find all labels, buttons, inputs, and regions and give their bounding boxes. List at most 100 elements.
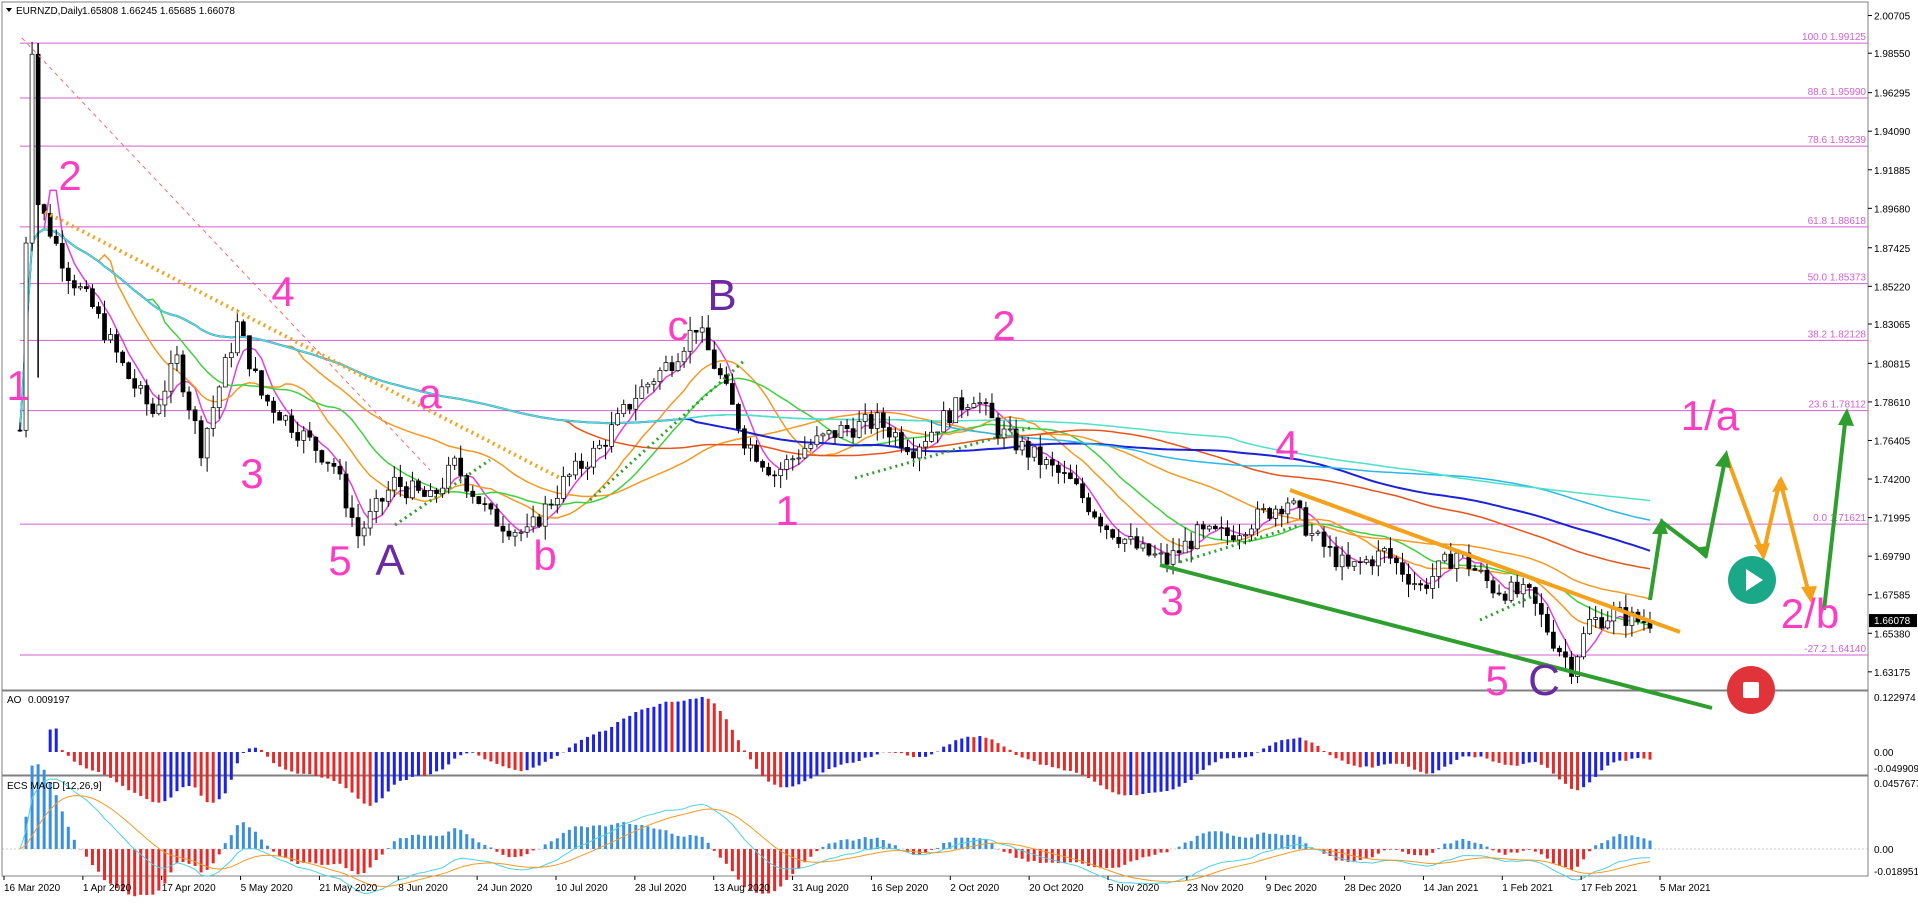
candle: [1225, 520, 1230, 546]
candle-body: [222, 357, 228, 388]
candle: [422, 486, 427, 497]
candle: [1339, 546, 1345, 581]
trend-dotted-green-3: [854, 426, 1031, 480]
candle-body: [367, 511, 373, 529]
wave-label-c: c: [668, 302, 689, 349]
arrow-head-green-1: [1652, 518, 1668, 534]
candle-body: [156, 404, 162, 414]
candle-body: [295, 432, 301, 441]
candle: [941, 401, 947, 433]
candle-body: [1599, 617, 1605, 629]
trend-dotted-green-1: [394, 458, 491, 527]
candle: [947, 408, 953, 427]
candle-body: [1182, 540, 1188, 554]
play-icon[interactable]: [1728, 556, 1776, 604]
candle: [216, 385, 222, 419]
candle: [114, 328, 119, 363]
wave-label-4: 4: [271, 268, 294, 315]
fib-label: -27.2 1.64140: [1804, 644, 1866, 655]
candle: [96, 301, 101, 319]
candle: [17, 422, 23, 432]
candle-body: [518, 531, 524, 534]
candle-body: [1569, 656, 1574, 677]
candle-body: [1508, 581, 1514, 601]
candle: [1400, 552, 1405, 582]
candle-body: [1605, 620, 1611, 629]
candle: [579, 453, 584, 477]
candle-body: [965, 407, 971, 410]
candle: [1412, 572, 1417, 591]
y-tick-label: 1.69790: [1874, 552, 1911, 563]
candle-body: [1412, 583, 1417, 585]
candle: [1031, 446, 1037, 462]
candle-body: [410, 480, 415, 499]
candle-body: [856, 421, 862, 438]
candle-body: [228, 352, 234, 358]
candle: [1466, 544, 1472, 577]
candle: [1363, 555, 1369, 565]
candle: [319, 449, 325, 465]
candle-body: [832, 430, 838, 438]
candle: [234, 309, 240, 357]
y-tick-label: 1.67585: [1874, 591, 1911, 602]
candle-body: [790, 458, 796, 461]
candle-body: [1388, 548, 1393, 559]
wave-label-B: B: [707, 271, 736, 320]
candle: [554, 485, 560, 514]
candle-body: [331, 462, 337, 467]
candle: [1557, 645, 1562, 657]
candle-body: [1007, 428, 1013, 431]
candle-body: [548, 503, 554, 506]
candle-body: [868, 414, 874, 429]
candle: [355, 503, 361, 549]
candle: [1019, 436, 1025, 456]
candle: [989, 393, 995, 419]
candle-body: [198, 420, 204, 459]
candle-body: [1309, 532, 1315, 536]
candle: [1285, 497, 1291, 524]
candle: [500, 516, 506, 544]
candle: [1080, 477, 1085, 504]
candle: [663, 355, 669, 372]
candle-body: [1394, 557, 1399, 564]
candle-body: [180, 354, 186, 393]
candle: [1086, 492, 1091, 516]
candle: [41, 203, 47, 221]
candle-body: [1400, 562, 1405, 575]
candle-body: [1436, 560, 1442, 577]
arrow-head-orange-3: [1801, 586, 1817, 603]
candle: [1388, 537, 1393, 565]
candle-body: [1448, 553, 1454, 569]
candle: [150, 397, 156, 418]
candle: [1526, 582, 1532, 598]
candle: [730, 373, 735, 405]
candle: [1357, 556, 1363, 575]
candle: [1158, 542, 1164, 567]
candle-body: [736, 404, 741, 430]
candle-body: [1466, 552, 1472, 569]
candle-body: [1074, 478, 1079, 485]
candle: [548, 499, 554, 510]
candle: [313, 436, 319, 463]
y-tick-label: 1.76405: [1874, 436, 1911, 447]
candle-body: [1490, 580, 1496, 594]
candle-body: [1249, 528, 1254, 536]
candle: [1587, 606, 1592, 635]
candle-body: [1357, 561, 1363, 564]
forecast-orange-path: [1724, 454, 1812, 599]
candle: [1297, 499, 1303, 520]
candle: [1472, 564, 1478, 571]
y-tick-label: 1.85220: [1874, 282, 1911, 293]
candle-body: [597, 444, 602, 449]
candle-body: [905, 447, 910, 453]
candle-body: [1019, 440, 1025, 451]
macd-signal-line: [19, 795, 1651, 888]
candle-body: [1231, 535, 1236, 541]
collapse-arrow-icon[interactable]: [6, 8, 12, 12]
candle-body: [609, 424, 614, 447]
candle: [524, 513, 530, 538]
candle: [1345, 542, 1351, 569]
candle: [1056, 461, 1061, 484]
candle: [675, 353, 681, 372]
stop-icon[interactable]: [1727, 666, 1775, 714]
